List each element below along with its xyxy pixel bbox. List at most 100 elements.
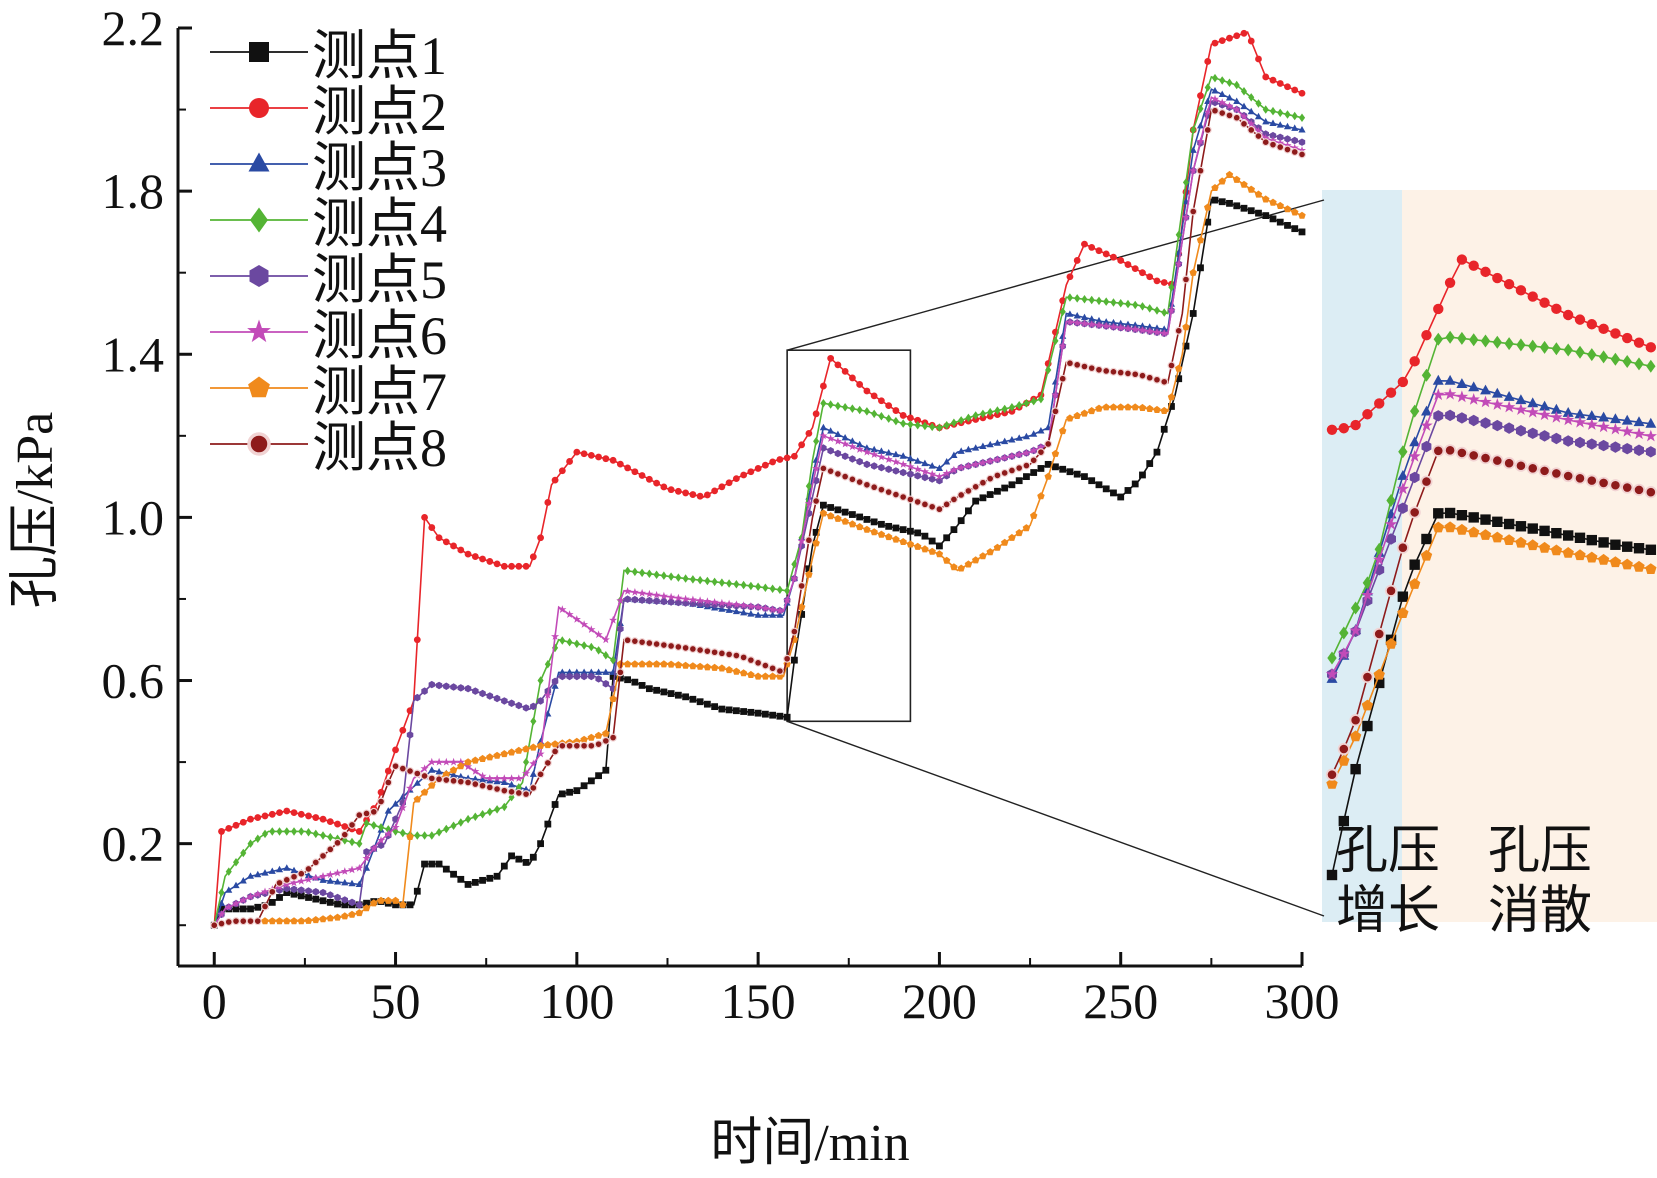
inset-data-point: [1492, 335, 1502, 349]
data-point: [1044, 439, 1053, 448]
data-point: [688, 595, 697, 604]
inset-data-point: [1609, 479, 1622, 492]
data-point: [478, 771, 487, 780]
data-point: [384, 896, 392, 904]
data-point: [261, 869, 269, 876]
data-point: [456, 777, 465, 786]
data-point: [913, 465, 922, 473]
data-point: [1247, 37, 1255, 45]
data-point: [486, 692, 494, 700]
data-point: [602, 668, 610, 675]
data-point: [870, 483, 879, 492]
legend-marker: [249, 42, 269, 62]
data-point: [1190, 125, 1197, 135]
data-point: [240, 848, 247, 858]
inset-data-point: [1374, 542, 1384, 556]
data-point: [1189, 310, 1197, 317]
inset-data-point: [1503, 279, 1515, 290]
data-point: [312, 916, 320, 924]
data-point: [878, 412, 885, 421]
data-point: [356, 901, 363, 909]
data-point: [646, 596, 653, 605]
inset-data-point: [1539, 400, 1550, 411]
data-point: [899, 452, 907, 459]
data-point: [254, 834, 261, 843]
data-point: [501, 802, 508, 812]
data-point: [1132, 300, 1139, 310]
series-8: [210, 106, 1306, 930]
data-point: [1065, 317, 1074, 326]
inset-data-point: [1468, 526, 1480, 538]
data-point: [942, 469, 951, 477]
data-point: [921, 459, 929, 467]
data-point: [1051, 449, 1060, 457]
data-point: [674, 691, 682, 699]
data-point: [1298, 146, 1306, 154]
data-point: [580, 668, 588, 675]
inset-data-point: [1409, 356, 1420, 367]
data-point: [1146, 323, 1154, 330]
data-point: [1284, 221, 1291, 229]
data-point: [319, 897, 327, 905]
data-point: [457, 684, 465, 692]
inset-data-point: [1398, 445, 1408, 459]
data-point: [355, 909, 363, 917]
data-point: [914, 457, 922, 464]
data-point: [652, 640, 661, 649]
data-point: [798, 441, 806, 449]
data-point: [928, 469, 937, 478]
data-point: [1066, 293, 1073, 302]
data-point: [559, 636, 566, 645]
inset-data-point: [1585, 418, 1598, 430]
data-point: [1022, 432, 1030, 440]
inset-data-point: [1432, 388, 1445, 401]
inset-series-2: [1326, 254, 1657, 435]
data-point: [790, 627, 799, 636]
y-tick-label: 1.0: [102, 489, 165, 545]
data-point: [326, 818, 334, 826]
data-point: [522, 769, 531, 777]
inset-series-8: [1325, 444, 1657, 781]
data-point: [1211, 184, 1219, 191]
legend-label: 测点7: [312, 362, 447, 422]
inset-data-point: [1598, 439, 1609, 452]
data-point: [551, 740, 559, 748]
data-point: [406, 832, 414, 840]
data-point: [333, 913, 342, 921]
data-point: [1269, 136, 1277, 144]
data-point: [1211, 39, 1219, 47]
data-point: [827, 447, 834, 455]
data-point: [493, 777, 501, 785]
data-point: [834, 401, 841, 411]
y-tick-label: 0.6: [102, 653, 165, 709]
data-point: [319, 872, 328, 880]
data-point: [1262, 105, 1269, 114]
data-point: [667, 486, 675, 494]
data-point: [1160, 325, 1168, 332]
data-point: [442, 776, 451, 785]
data-point: [877, 530, 886, 538]
data-point: [754, 709, 762, 717]
inset-data-point: [1586, 319, 1597, 330]
data-point: [1291, 111, 1298, 121]
data-point: [928, 462, 936, 469]
data-point: [239, 905, 247, 913]
data-point: [1029, 446, 1038, 454]
inset-data-point: [1325, 667, 1339, 680]
data-point: [1029, 456, 1038, 465]
data-point: [363, 819, 370, 828]
data-point: [1153, 448, 1161, 456]
data-point: [718, 483, 726, 491]
inset-series-3: [1326, 374, 1657, 683]
data-point: [906, 454, 914, 462]
data-point: [1095, 296, 1102, 306]
data-point: [493, 694, 501, 703]
data-point: [957, 564, 965, 572]
dissipation-label-top: 孔压: [1488, 823, 1592, 880]
data-point: [1109, 403, 1118, 411]
data-point: [855, 478, 864, 487]
data-point: [399, 828, 406, 838]
data-point: [856, 405, 863, 415]
data-point: [572, 741, 581, 750]
data-point: [594, 630, 603, 639]
